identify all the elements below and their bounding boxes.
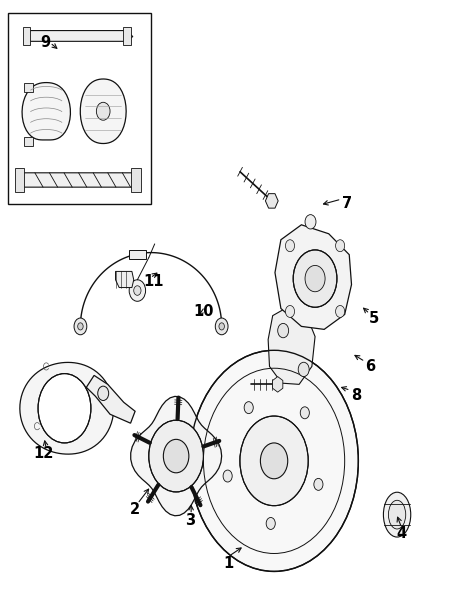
Text: 4: 4 xyxy=(397,527,407,541)
Polygon shape xyxy=(20,173,140,187)
Circle shape xyxy=(98,386,109,401)
Circle shape xyxy=(314,479,323,491)
Circle shape xyxy=(240,416,308,506)
Circle shape xyxy=(96,102,110,120)
Polygon shape xyxy=(275,225,351,329)
Circle shape xyxy=(223,470,232,482)
Circle shape xyxy=(163,439,189,473)
Polygon shape xyxy=(27,31,133,41)
Text: 3: 3 xyxy=(185,513,195,528)
Text: 1: 1 xyxy=(223,556,234,571)
Text: 2: 2 xyxy=(130,503,140,518)
Text: 6: 6 xyxy=(365,359,375,374)
Ellipse shape xyxy=(388,500,406,529)
Circle shape xyxy=(244,402,253,414)
Circle shape xyxy=(78,323,83,330)
Polygon shape xyxy=(24,137,32,146)
Polygon shape xyxy=(116,271,134,288)
Polygon shape xyxy=(22,83,70,140)
Circle shape xyxy=(190,350,358,571)
Text: 8: 8 xyxy=(351,388,361,403)
Circle shape xyxy=(293,250,337,307)
Circle shape xyxy=(305,214,316,229)
Polygon shape xyxy=(272,377,283,392)
Circle shape xyxy=(149,420,203,492)
Text: 10: 10 xyxy=(193,304,214,319)
Polygon shape xyxy=(129,250,146,259)
Circle shape xyxy=(38,374,91,443)
Polygon shape xyxy=(123,27,131,45)
Polygon shape xyxy=(20,362,114,454)
Circle shape xyxy=(129,280,146,301)
Polygon shape xyxy=(24,83,32,92)
Circle shape xyxy=(215,318,228,335)
Text: 11: 11 xyxy=(143,274,164,289)
Polygon shape xyxy=(23,27,30,45)
Text: 5: 5 xyxy=(369,311,379,326)
Circle shape xyxy=(286,240,295,252)
Polygon shape xyxy=(86,376,135,423)
Circle shape xyxy=(260,443,288,479)
Ellipse shape xyxy=(383,492,411,537)
Bar xyxy=(7,13,151,204)
Circle shape xyxy=(74,318,87,335)
Text: 7: 7 xyxy=(342,196,352,211)
Text: 9: 9 xyxy=(40,35,50,50)
Polygon shape xyxy=(132,168,141,192)
Circle shape xyxy=(266,518,275,530)
Polygon shape xyxy=(266,193,278,208)
Circle shape xyxy=(286,305,295,317)
Circle shape xyxy=(335,240,345,252)
Circle shape xyxy=(335,305,345,317)
Circle shape xyxy=(298,362,309,377)
Text: 12: 12 xyxy=(34,446,54,461)
Circle shape xyxy=(134,286,141,295)
Circle shape xyxy=(219,323,224,330)
Polygon shape xyxy=(80,79,126,144)
Circle shape xyxy=(305,265,325,292)
Polygon shape xyxy=(15,168,24,192)
Circle shape xyxy=(300,407,309,419)
Polygon shape xyxy=(131,397,222,516)
Circle shape xyxy=(278,323,289,338)
Polygon shape xyxy=(268,308,315,385)
